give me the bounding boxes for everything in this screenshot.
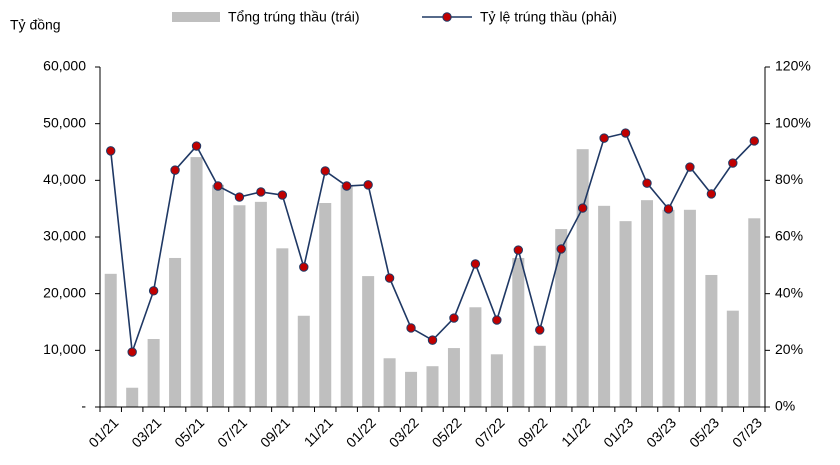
marker (685, 162, 695, 172)
marker (492, 315, 502, 325)
marker (663, 204, 674, 214)
marker (191, 141, 202, 151)
y2-tick-label: 20% (775, 341, 803, 357)
x-tick-label: 01/22 (343, 414, 379, 450)
marker (277, 190, 288, 200)
bar (426, 366, 439, 407)
marker (427, 335, 438, 345)
marker (556, 244, 566, 254)
bar (233, 205, 246, 407)
marker (406, 323, 416, 333)
bar (340, 184, 353, 407)
y2-tick-label: 60% (775, 228, 803, 244)
y-tick-label: 60,000 (43, 58, 86, 74)
x-tick-label: 03/23 (643, 414, 679, 450)
bar (490, 354, 503, 407)
marker (341, 181, 352, 191)
bar (512, 257, 525, 407)
bar (641, 200, 654, 407)
bar (319, 203, 332, 407)
legend-label: Tổng trúng thầu (trái) (228, 9, 360, 25)
y-tick-label: 10,000 (43, 341, 86, 357)
y-tick-label: 40,000 (43, 171, 86, 187)
marker (299, 262, 309, 272)
x-tick-label: 05/22 (429, 414, 465, 450)
bar (469, 307, 482, 407)
marker (170, 165, 180, 175)
bar (190, 157, 203, 407)
marker (470, 259, 481, 269)
x-tick-label: 01/21 (85, 414, 121, 450)
bar (104, 273, 117, 407)
x-tick-label: 07/21 (214, 414, 250, 450)
bar (126, 387, 139, 407)
x-tick-label: 05/23 (686, 414, 722, 450)
bar (169, 257, 182, 407)
bar (576, 149, 589, 407)
y-tick-label: 50,000 (43, 114, 86, 130)
bar (254, 201, 267, 407)
y2-tick-label: 120% (775, 58, 811, 74)
x-tick-label: 07/23 (729, 414, 765, 450)
marker (213, 181, 223, 191)
y-tick-label: 20,000 (43, 284, 86, 300)
bar (447, 348, 460, 407)
marker (577, 203, 588, 213)
legend-swatch (442, 12, 452, 22)
x-tick-label: 03/21 (128, 414, 164, 450)
marker (127, 347, 137, 357)
y2-tick-label: 0% (775, 398, 795, 414)
x-tick-label: 09/22 (514, 414, 550, 450)
marker (106, 146, 116, 156)
marker (234, 192, 245, 202)
bar (555, 229, 568, 407)
bar (297, 315, 310, 407)
x-tick-label: 11/21 (301, 414, 337, 450)
x-tick-label: 07/22 (471, 414, 507, 450)
x-tick-label: 03/22 (386, 414, 422, 450)
marker (148, 286, 159, 296)
y-tick-label: 30,000 (43, 228, 86, 244)
marker (535, 325, 545, 335)
y2-tick-label: 80% (775, 171, 803, 187)
bar (383, 358, 396, 407)
line (109, 132, 755, 353)
y2-tick-label: 100% (775, 114, 811, 130)
y2-tick-label: 40% (775, 284, 803, 300)
y-axis-label: Tỷ đồng (10, 17, 61, 33)
bar (619, 221, 632, 407)
bar (405, 371, 418, 407)
bar (726, 310, 739, 407)
marker (642, 178, 652, 188)
legend-label: Tỷ lệ trúng thầu (phải) (480, 9, 617, 25)
bar (362, 276, 375, 407)
marker (256, 187, 266, 197)
bar (598, 205, 611, 407)
marker (384, 273, 395, 283)
bar (276, 248, 289, 407)
marker (599, 133, 609, 143)
x-tick-label: 05/21 (171, 414, 207, 450)
x-tick-label: 01/23 (600, 414, 636, 450)
marker (449, 313, 459, 323)
marker (728, 158, 738, 168)
legend-swatch (172, 12, 220, 22)
marker (706, 189, 717, 199)
bar (211, 184, 224, 407)
bar (705, 274, 718, 407)
bar (683, 209, 696, 407)
x-tick-label: 11/22 (558, 414, 594, 450)
marker (513, 245, 524, 255)
bar (662, 209, 675, 407)
marker (320, 166, 330, 176)
marker (620, 128, 631, 138)
marker (749, 136, 759, 146)
x-tick-label: 09/21 (257, 414, 293, 450)
marker (363, 180, 373, 190)
y-tick-label: - (81, 398, 86, 414)
bar (147, 339, 160, 407)
bar (748, 218, 761, 407)
bar (533, 345, 546, 407)
